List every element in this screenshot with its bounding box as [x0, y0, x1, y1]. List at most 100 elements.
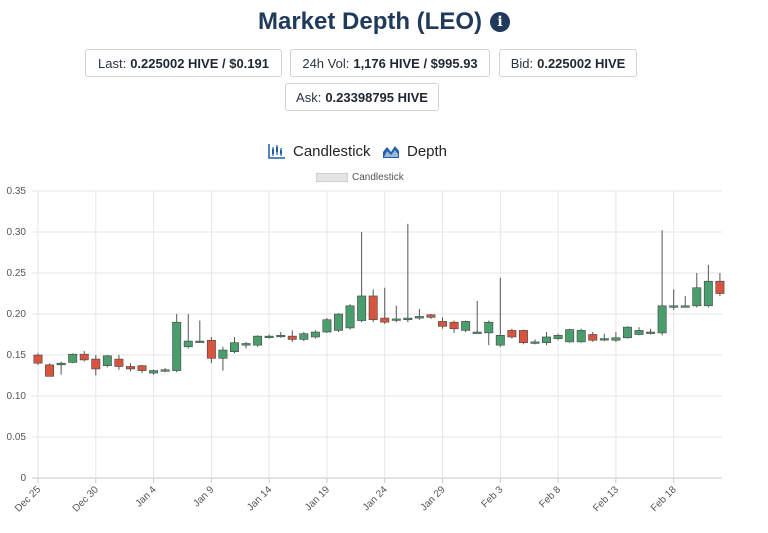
x-tick-label: Jan 4	[134, 484, 159, 509]
candle-body	[218, 349, 228, 359]
x-tick-label: Jan 24	[361, 484, 390, 513]
ask-label: Ask:	[296, 89, 322, 105]
ask-value: 0.23398795 HIVE	[325, 89, 428, 105]
candle-body	[345, 305, 355, 329]
candle-body	[588, 334, 598, 341]
ask-button[interactable]: Ask: 0.23398795 HIVE	[285, 83, 439, 111]
candle-body	[403, 317, 413, 321]
candle-body	[299, 333, 309, 340]
candle-body	[334, 313, 343, 331]
candle-body	[426, 314, 436, 318]
x-tick-label: Jan 19	[303, 484, 332, 513]
candle-body	[553, 335, 563, 339]
x-tick-label: Jan 29	[419, 484, 448, 513]
bid-label: Bid:	[510, 55, 534, 71]
candle-body	[495, 335, 505, 346]
candle-body	[276, 335, 286, 338]
candle-body	[576, 330, 586, 343]
candle-body	[565, 329, 575, 343]
tab-depth[interactable]: Depth	[382, 140, 447, 162]
last-price-button[interactable]: Last: 0.225002 HIVE / $0.191	[85, 49, 282, 77]
candle-body	[703, 280, 713, 307]
y-tick-label: 0.05	[7, 432, 27, 443]
info-circle-icon[interactable]: i	[490, 12, 510, 32]
tab-candlestick-label: Candlestick	[293, 142, 371, 160]
candle-body	[414, 316, 424, 319]
page-title: Market Depth (LEO)	[257, 8, 482, 35]
y-tick-label: 0.20	[7, 309, 27, 320]
candle-body	[680, 305, 690, 308]
page-header: Market Depth (LEO) i	[0, 6, 768, 38]
candle-body	[149, 370, 159, 374]
chart-legend[interactable]: Candlestick	[316, 170, 404, 184]
volume-value: 1,176 HIVE / $995.93	[353, 55, 478, 71]
candle-body	[287, 335, 297, 340]
candle-body	[56, 362, 66, 366]
candlestick-chart-icon	[268, 144, 285, 159]
y-tick-label: 0.15	[7, 350, 27, 361]
candle-body	[530, 341, 540, 344]
candle-body	[692, 287, 702, 307]
y-tick-label: 0.35	[7, 186, 27, 197]
x-tick-label: Feb 8	[537, 484, 563, 510]
candle-body	[206, 339, 216, 359]
candle-body	[646, 331, 656, 334]
bid-value: 0.225002 HIVE	[537, 55, 626, 71]
volume-label: 24h Vol:	[302, 55, 350, 71]
candle-body	[542, 336, 552, 343]
volume-button[interactable]: 24h Vol: 1,176 HIVE / $995.93	[290, 49, 490, 77]
candle-body	[114, 358, 124, 367]
x-tick-label: Jan 9	[191, 484, 216, 509]
candle-body	[507, 330, 517, 338]
candle-body	[45, 364, 55, 377]
candle-body	[137, 365, 147, 371]
candle-body	[438, 321, 447, 327]
legend-swatch	[316, 172, 348, 182]
candle-body	[449, 321, 459, 330]
candle-body	[622, 326, 632, 339]
candle-body	[241, 343, 251, 346]
y-tick-label: 0.10	[7, 391, 27, 402]
candle-body	[599, 338, 609, 341]
candle-body	[172, 321, 182, 371]
candle-body	[484, 321, 494, 334]
candle-body	[657, 305, 667, 334]
candle-body	[102, 355, 112, 366]
candle-body	[310, 331, 320, 338]
candle-body	[183, 340, 193, 348]
candle-body	[230, 342, 239, 353]
y-tick-label: 0.30	[7, 227, 27, 238]
x-tick-label: Feb 3	[480, 484, 506, 510]
candle-body	[195, 340, 205, 343]
tab-depth-label: Depth	[407, 142, 448, 160]
candle-body	[357, 295, 367, 321]
x-tick-label: Dec 30	[71, 484, 101, 514]
candle-body	[669, 305, 679, 308]
candle-body	[91, 358, 101, 370]
candle-body	[380, 317, 390, 323]
candle-body	[253, 335, 263, 346]
candle-body	[33, 354, 43, 364]
candle-body	[518, 330, 528, 343]
candle-body	[472, 331, 482, 334]
bid-button[interactable]: Bid: 0.225002 HIVE	[499, 49, 637, 77]
candle-body	[715, 280, 725, 294]
last-price-value: 0.225002 HIVE / $0.191	[130, 55, 269, 71]
y-tick-label: 0.25	[7, 268, 27, 279]
x-tick-label: Feb 18	[649, 484, 679, 514]
candle-body	[79, 353, 89, 361]
area-chart-icon	[383, 146, 399, 158]
x-tick-label: Dec 25	[13, 484, 43, 514]
legend-label: Candlestick	[352, 171, 404, 183]
candle-body	[264, 335, 274, 338]
tab-candlestick[interactable]: Candlestick	[268, 140, 371, 162]
candle-body	[126, 366, 135, 370]
candle-body	[160, 369, 170, 372]
candle-body	[461, 321, 471, 331]
candle-body	[391, 318, 401, 321]
candle-body	[634, 330, 644, 335]
x-tick-label: Feb 13	[591, 484, 621, 514]
candle-body	[368, 295, 378, 321]
y-tick-label: 0	[20, 473, 26, 484]
